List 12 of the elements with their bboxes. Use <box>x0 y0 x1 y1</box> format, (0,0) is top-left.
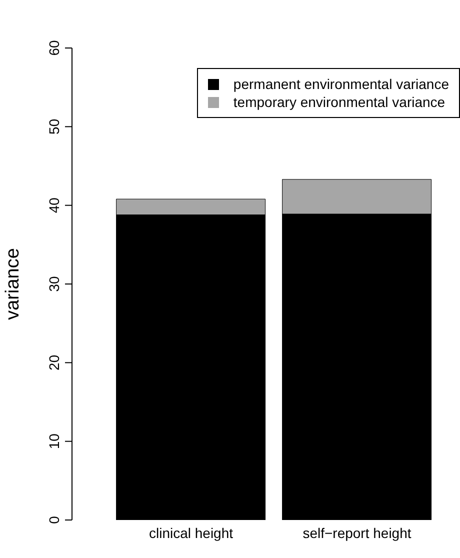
y-axis-title: variance <box>2 248 24 320</box>
y-tick-label: 40 <box>46 197 62 214</box>
legend-label: temporary environmental variance <box>233 93 446 111</box>
y-tick-label: 30 <box>46 276 62 292</box>
x-tick-label: self−report height <box>302 524 412 541</box>
y-tick-label: 50 <box>46 118 62 134</box>
y-tick-label: 10 <box>46 433 62 450</box>
y-tick-label: 0 <box>46 516 62 524</box>
y-tick-label: 60 <box>46 40 62 56</box>
legend-label: permanent environmental variance <box>233 75 449 93</box>
x-tick-label: clinical height <box>148 524 234 541</box>
y-tick-label: 20 <box>46 354 62 370</box>
